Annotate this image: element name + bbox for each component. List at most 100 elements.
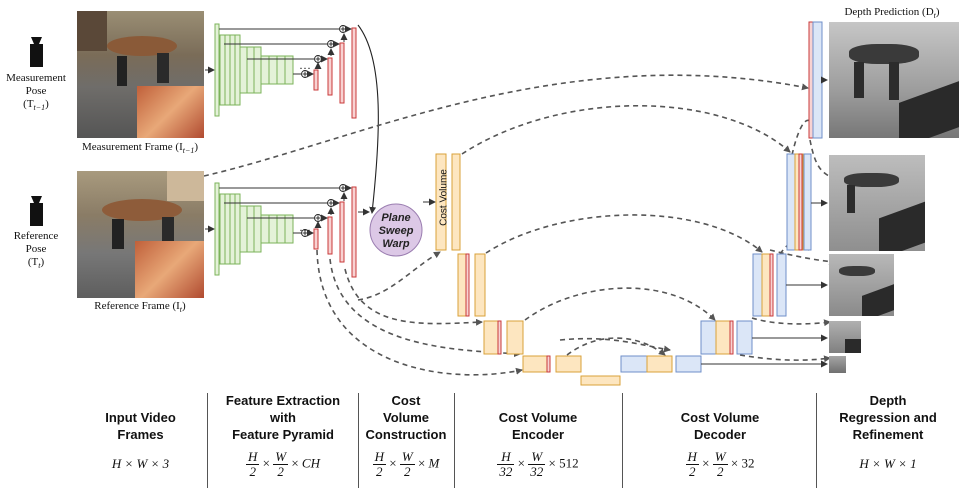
encoder-block — [435, 153, 447, 251]
stage-decoder-title: Cost Volume Decoder — [680, 410, 760, 442]
measurement-frame-image — [77, 11, 204, 138]
feature-block — [276, 55, 286, 85]
connector-path — [344, 268, 483, 326]
reference-frame-image — [77, 171, 204, 298]
decoder-block — [620, 355, 649, 373]
plus-circle-icon — [339, 25, 347, 33]
plus-circle-icon — [301, 229, 309, 237]
ellipsis-top: ··· — [299, 61, 311, 75]
plus-circle-icon — [314, 55, 322, 63]
feature-block — [284, 214, 294, 244]
depth-map-eighth — [829, 321, 861, 353]
decoder-block — [736, 320, 753, 355]
feature-block — [219, 34, 226, 106]
plus-circle-icon — [327, 199, 335, 207]
decoder-block — [803, 153, 812, 251]
plane-sweep-label: Plane Sweep Warp — [378, 212, 414, 250]
feature-block — [229, 193, 236, 265]
bottleneck-block — [580, 375, 621, 386]
measurement-frame-label: Measurement Frame (It−1) — [81, 141, 199, 156]
decoder-skip-block — [646, 355, 673, 373]
feature-block — [246, 205, 255, 253]
decoder-block — [327, 57, 333, 96]
stage-cost-title: Cost Volume Construction — [365, 393, 447, 442]
feature-block — [239, 205, 248, 253]
feature-block — [224, 193, 231, 265]
decoder-block — [786, 153, 796, 251]
stage-divider — [816, 393, 817, 488]
decoder-block — [313, 69, 319, 91]
connector-path — [203, 74, 809, 177]
connector-path — [485, 214, 763, 254]
decoder-block — [351, 27, 357, 119]
feature-block — [239, 46, 248, 94]
feature-block — [234, 193, 241, 265]
stage-input-title: Input Video Frames — [105, 410, 176, 442]
encoder-block — [522, 355, 551, 373]
feature-block — [268, 214, 278, 244]
feature-block — [214, 182, 220, 276]
depth-prediction-label: Depth Prediction (Dt) — [844, 6, 940, 21]
plus-circle-icon — [314, 214, 322, 222]
feature-block — [219, 193, 226, 265]
feature-block — [234, 34, 241, 106]
decoder-block — [700, 320, 719, 355]
stage-divider — [207, 393, 208, 488]
decoder-skip — [769, 253, 774, 317]
decoder-block — [351, 186, 357, 278]
encoder-block — [451, 153, 461, 251]
connector-path — [524, 287, 716, 321]
encoder-block — [474, 253, 486, 317]
dim-output: H × W × 1 — [859, 456, 917, 471]
stage-divider — [358, 393, 359, 488]
connector-path — [566, 337, 666, 356]
encoder-skip — [546, 355, 551, 373]
decoder-block — [327, 216, 333, 255]
camera-icon — [30, 37, 43, 67]
encoder-block — [506, 320, 524, 355]
feature-extractor-bottom — [205, 182, 357, 278]
cost-volume-label: Cost Volume — [438, 169, 450, 226]
decoder-skip — [729, 320, 734, 355]
connector-path — [739, 354, 831, 363]
ellipsis-bottom: ··· — [299, 223, 311, 237]
feature-block — [246, 46, 255, 94]
feature-block — [229, 34, 236, 106]
depth-map-half — [829, 155, 925, 251]
encoder-block — [555, 355, 582, 373]
feature-block — [276, 214, 286, 244]
reference-frame-label: Reference Frame (It) — [94, 300, 186, 315]
depth-map-sixteenth — [829, 356, 846, 373]
decoder-block — [339, 42, 345, 104]
plane-sweep-warp-node — [369, 203, 423, 257]
stage-divider — [622, 393, 623, 488]
connector-path — [316, 249, 523, 376]
decoder-block — [675, 355, 702, 373]
measurement-pose-label: Measurement Pose (Tt−1) — [6, 72, 66, 113]
feature-block — [260, 55, 270, 85]
feature-extractor-top — [205, 23, 357, 119]
feature-block — [214, 23, 220, 117]
dim-encoder: H 32 × W 32 × 512 — [497, 449, 579, 479]
decoder-block — [339, 201, 345, 263]
stage-feature-title: Feature Extraction with Feature Pyramid — [225, 393, 341, 442]
feature-block — [268, 55, 278, 85]
depth-map-quarter — [829, 254, 894, 316]
connector-path — [357, 251, 441, 301]
camera-icon — [30, 196, 43, 226]
stage-divider — [454, 393, 455, 488]
connector-path — [751, 317, 831, 327]
cost-volume-unet — [435, 21, 828, 386]
connector-path — [461, 104, 791, 155]
architecture-diagram — [30, 21, 841, 386]
warp-input-arrow — [357, 24, 379, 214]
decoder-block — [776, 253, 787, 317]
stage-output-title: Depth Regression and Refinement — [839, 393, 937, 442]
feature-block — [253, 205, 262, 253]
feature-block — [284, 55, 294, 85]
decoder-block — [812, 21, 823, 139]
